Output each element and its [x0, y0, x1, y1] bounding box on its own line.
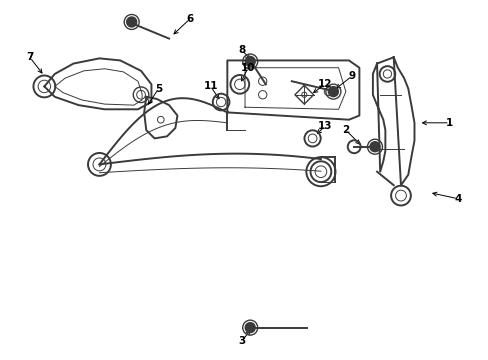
Text: 11: 11: [203, 81, 218, 91]
Text: 10: 10: [241, 63, 255, 73]
Text: 12: 12: [317, 79, 332, 89]
Text: 7: 7: [26, 52, 33, 62]
Text: 13: 13: [317, 121, 332, 131]
Circle shape: [369, 142, 379, 152]
Text: 6: 6: [186, 14, 193, 24]
Text: 4: 4: [453, 194, 461, 204]
Circle shape: [328, 87, 338, 96]
Text: 8: 8: [238, 45, 245, 55]
Text: 1: 1: [445, 118, 452, 128]
Circle shape: [126, 17, 137, 27]
Circle shape: [244, 323, 255, 333]
Text: 9: 9: [348, 71, 355, 81]
Text: 3: 3: [238, 336, 245, 346]
Text: 2: 2: [342, 125, 349, 135]
Circle shape: [244, 57, 255, 67]
Text: 5: 5: [155, 84, 162, 94]
